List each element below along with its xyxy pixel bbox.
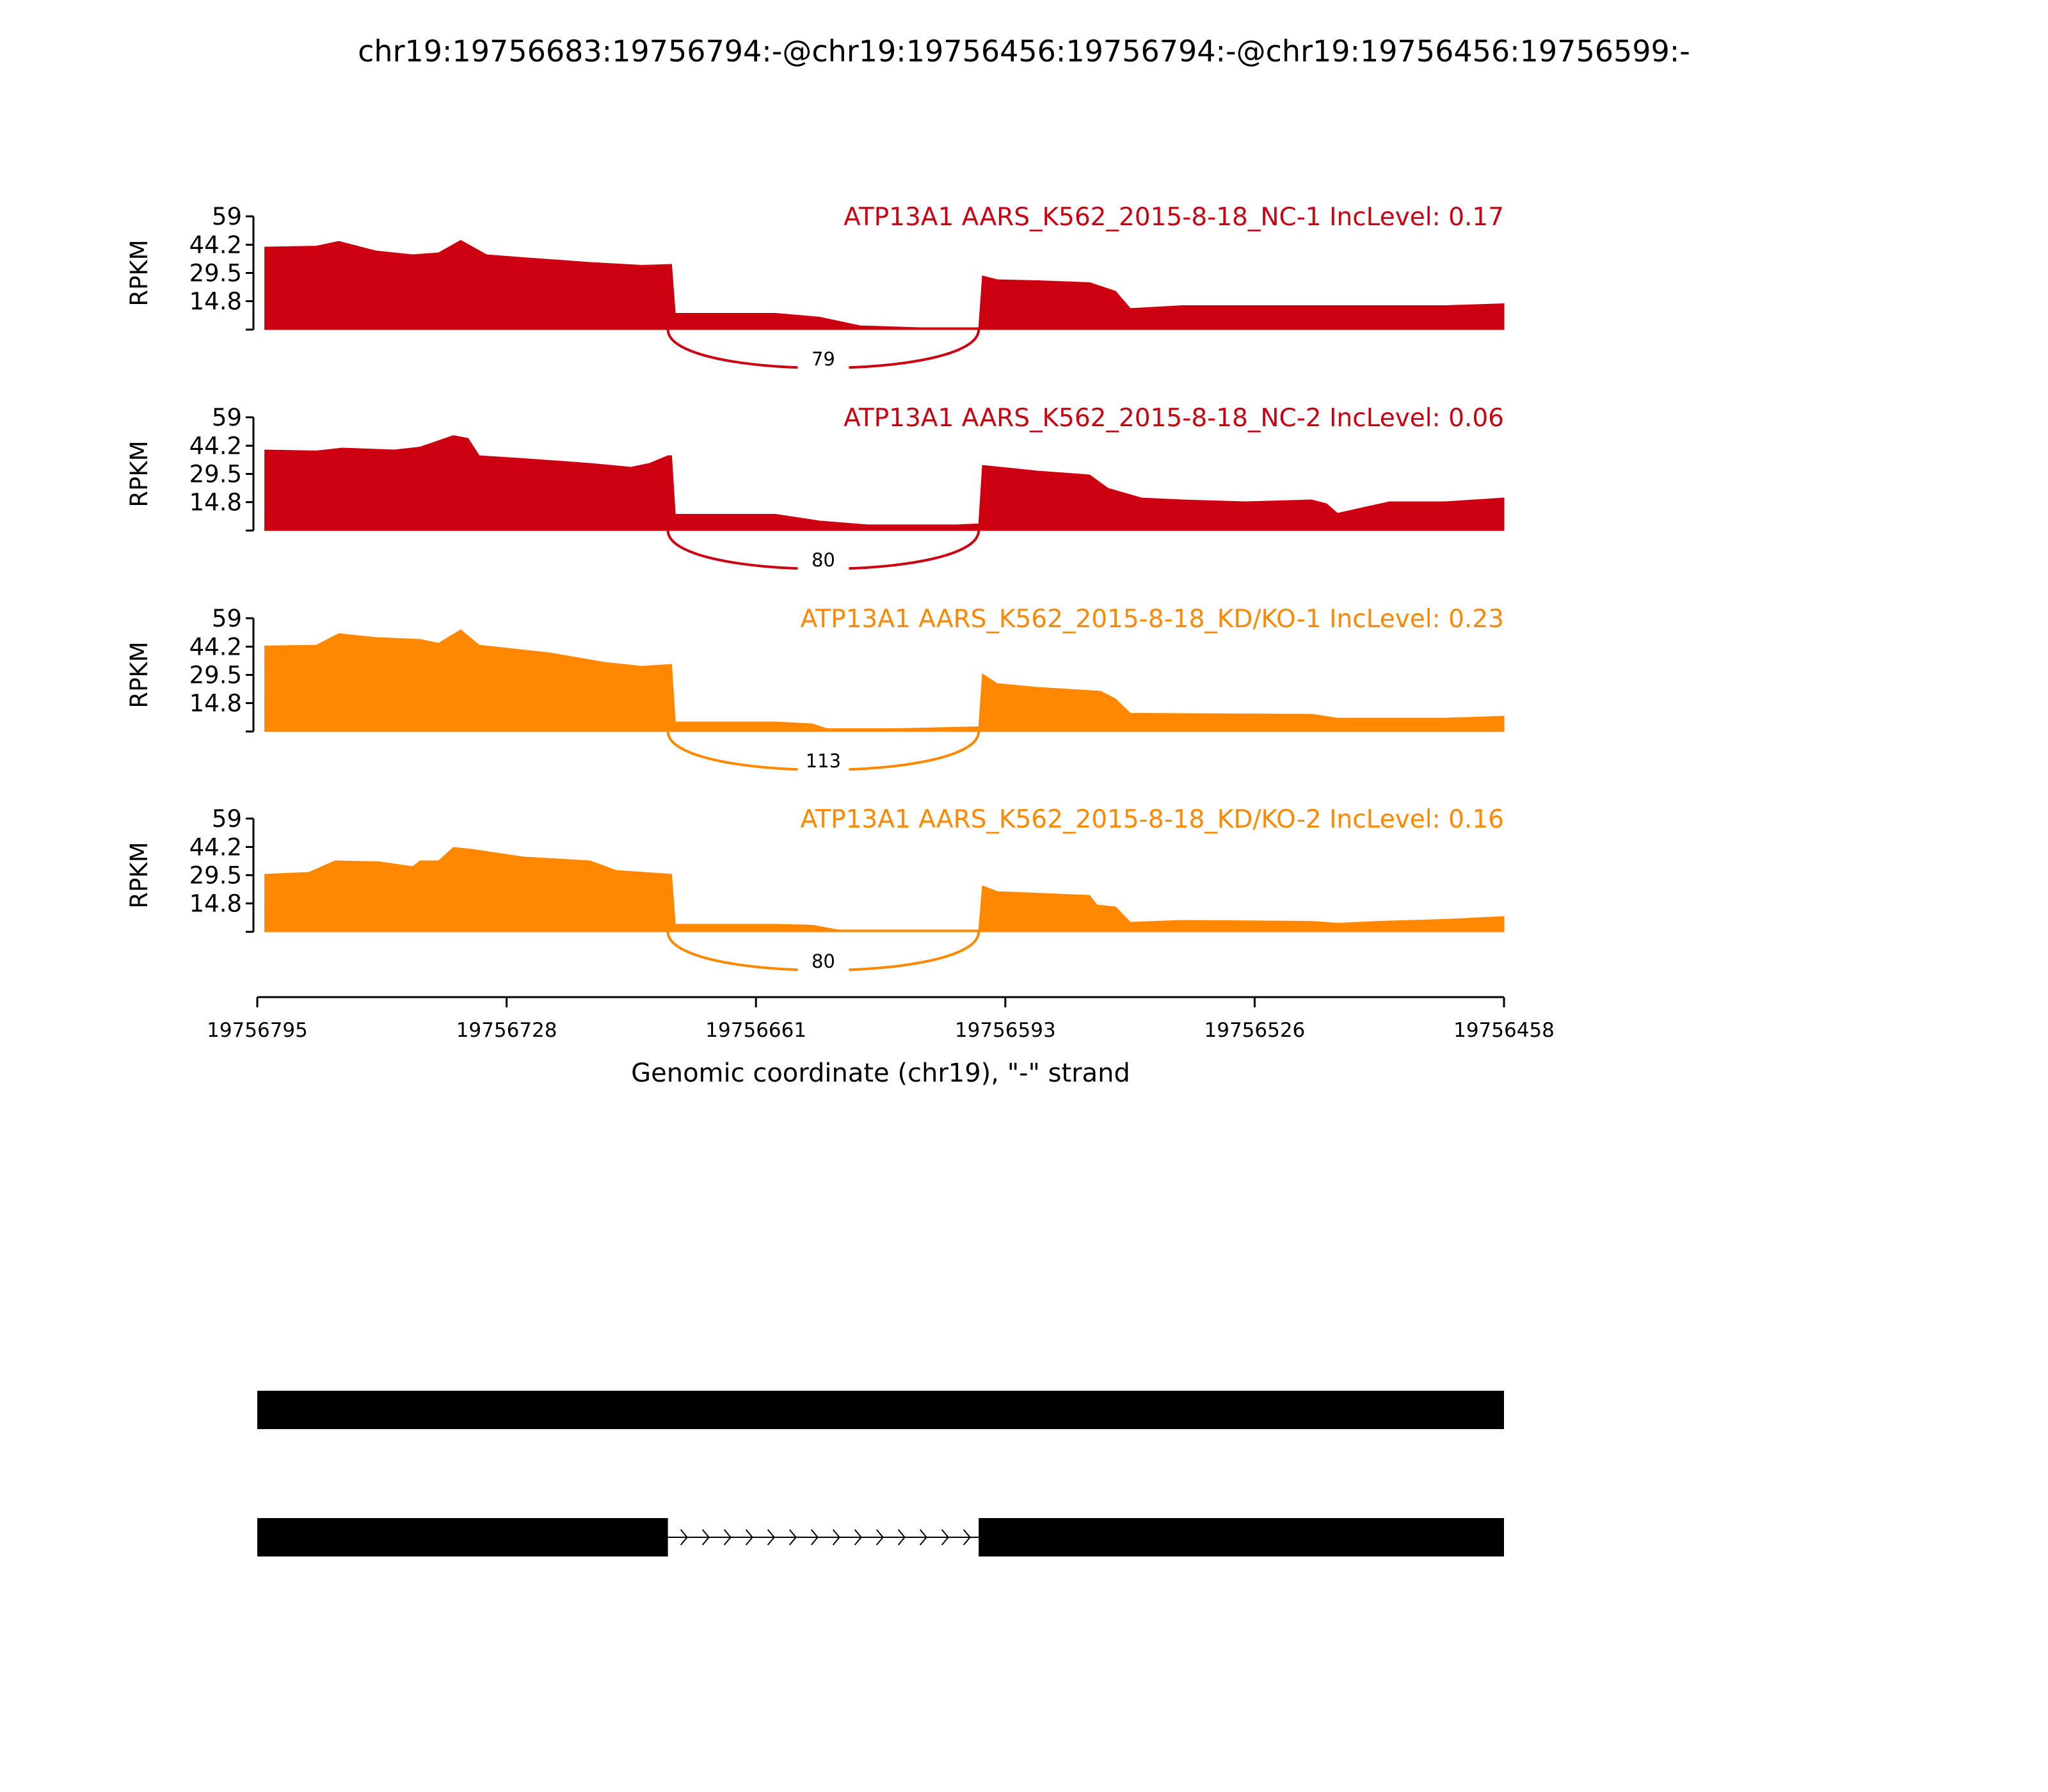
strand-arrow-icon [745, 1529, 753, 1546]
junction-count: 113 [806, 750, 841, 772]
y-tick-label: 14.8 [189, 288, 242, 316]
y-tick-label: 29.5 [189, 461, 242, 488]
strand-arrow-icon [701, 1529, 710, 1546]
x-tick-label: 19756795 [207, 1019, 308, 1042]
x-tick-label: 19756458 [1453, 1019, 1555, 1042]
coverage-area [264, 435, 1505, 531]
strand-arrow-icon [897, 1529, 906, 1546]
junction-count: 80 [812, 950, 835, 972]
x-tick-label: 19756526 [1204, 1019, 1306, 1042]
junction-label-bg [797, 948, 849, 974]
sample-label: ATP13A1 AARS_K562_2015-8-18_NC-2 IncLeve… [844, 404, 1504, 433]
y-axis-label: RPKM [125, 842, 153, 908]
coverage-area [264, 629, 1505, 732]
strand-arrow-icon [723, 1529, 732, 1546]
strand-arrow-icon [919, 1529, 927, 1546]
strand-arrow-icon [832, 1529, 840, 1546]
y-tick-label: 29.5 [189, 662, 242, 689]
strand-arrow-icon [963, 1529, 971, 1546]
y-tick-label: 29.5 [189, 862, 242, 890]
y-tick-label: 14.8 [189, 690, 242, 717]
x-axis: 19756795 19756728 19756661 19756593 19756526… [207, 996, 1555, 1042]
y-tick-label: 59 [212, 805, 242, 833]
strand-arrow-icon [767, 1529, 775, 1546]
chart-title: chr19:19756683:19756794:-@chr19:19756456… [358, 34, 1690, 68]
y-axis-label: RPKM [125, 239, 153, 306]
strand-arrow-icon [876, 1529, 884, 1546]
coverage-area [264, 239, 1505, 330]
sample-label: ATP13A1 AARS_K562_2015-8-18_KD/KO-2 IncL… [801, 805, 1504, 834]
gene-model [257, 1391, 1504, 1429]
gene-model [257, 1518, 1504, 1556]
y-tick-label: 44.2 [189, 833, 242, 861]
x-axis-label: Genomic coordinate (chr19), "-" strand [631, 1059, 1130, 1088]
y-tick-label: 14.8 [189, 890, 242, 918]
strand-arrow-icon [680, 1529, 688, 1546]
sample-label: ATP13A1 AARS_K562_2015-8-18_NC-1 IncLeve… [844, 203, 1504, 232]
x-tick-label: 19756593 [955, 1019, 1056, 1042]
y-tick-label: 44.2 [189, 231, 242, 259]
y-tick-label: 59 [212, 203, 242, 230]
y-tick-label: 44.2 [189, 633, 242, 660]
y-tick-label: 59 [212, 404, 242, 431]
y-tick-label: 44.2 [189, 432, 242, 460]
sample-label: ATP13A1 AARS_K562_2015-8-18_KD/KO-1 IncL… [801, 605, 1504, 634]
exon [257, 1518, 668, 1556]
gene-models [257, 1391, 1504, 1556]
strand-arrow-icon [854, 1529, 862, 1546]
junction-label-bg [797, 547, 849, 573]
exon [257, 1391, 1504, 1429]
y-tick-label: 14.8 [189, 489, 242, 516]
junction-count: 79 [812, 348, 835, 370]
strand-arrow-icon [788, 1529, 797, 1546]
y-axis-label: RPKM [125, 440, 153, 507]
y-axis-label: RPKM [125, 641, 153, 708]
junction-label-bg [797, 748, 849, 774]
y-tick-label: 29.5 [189, 260, 242, 287]
x-tick-label: 19756728 [456, 1019, 557, 1042]
y-tick-label: 59 [212, 605, 242, 632]
strand-arrow-icon [941, 1529, 949, 1546]
x-tick-label: 19756661 [705, 1019, 806, 1042]
junction-label-bg [797, 346, 849, 372]
strand-arrow-icon [810, 1529, 819, 1546]
exon [979, 1518, 1504, 1556]
junction-count: 80 [812, 549, 835, 571]
coverage-area [264, 847, 1505, 932]
